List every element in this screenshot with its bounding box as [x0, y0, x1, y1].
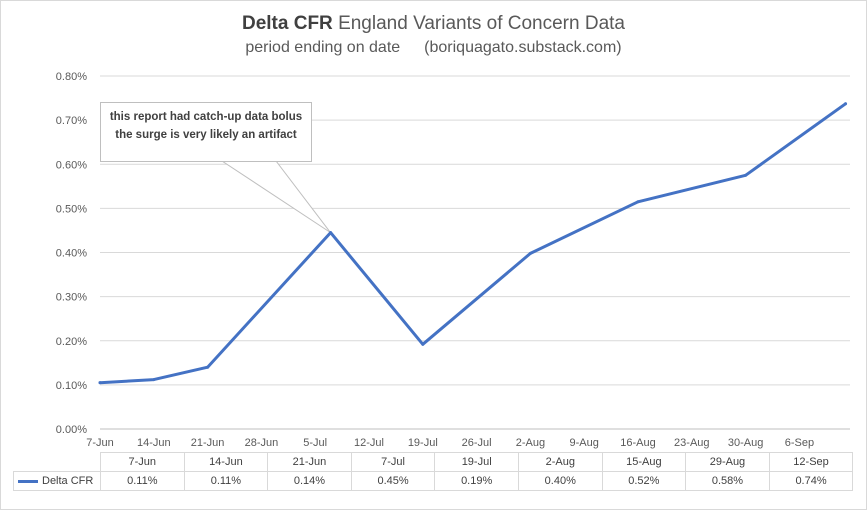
table-value-cell: 0.58% — [685, 471, 770, 491]
table-value-cell: 0.40% — [517, 471, 603, 491]
table-date-cell: 15-Aug — [601, 452, 687, 472]
table-date-cell: 14-Jun — [183, 452, 269, 472]
legend-label: Delta CFR — [42, 475, 94, 487]
table-date-cell: 7-Jul — [350, 452, 436, 472]
annotation-pointer — [220, 160, 331, 234]
y-tick-label: 0.30% — [56, 292, 87, 304]
chart-title: Delta CFR England Variants of Concern Da… — [0, 12, 867, 60]
x-tick-label: 16-Aug — [620, 437, 655, 449]
table-value-cell: 0.52% — [601, 471, 687, 491]
annotation-line-2: the surge is very likely an artifact — [115, 129, 297, 141]
x-tick-label: 21-Jun — [191, 437, 225, 449]
table-value-cell: 0.14% — [267, 471, 352, 491]
x-tick-label: 30-Aug — [728, 437, 763, 449]
y-tick-label: 0.80% — [56, 71, 87, 83]
table-date-cell: 19-Jul — [434, 452, 519, 472]
subtitle: period ending on date — [245, 39, 401, 56]
table-value-cell: 0.19% — [434, 471, 519, 491]
table-value-cell: 0.11% — [183, 471, 269, 491]
y-tick-label: 0.00% — [56, 424, 87, 436]
data-point — [844, 102, 848, 106]
x-tick-label: 26-Jul — [462, 437, 492, 449]
table-date-cell: 2-Aug — [517, 452, 603, 472]
x-tick-label: 7-Jun — [86, 437, 114, 449]
x-tick-label: 2-Aug — [516, 437, 545, 449]
table-date-cell: 29-Aug — [685, 452, 770, 472]
data-point — [528, 251, 532, 255]
x-tick-label: 14-Jun — [137, 437, 171, 449]
y-tick-label: 0.70% — [56, 115, 87, 127]
x-tick-label: 6-Sep — [785, 437, 814, 449]
data-point — [421, 342, 425, 346]
x-tick-label: 28-Jun — [245, 437, 279, 449]
x-tick-label: 12-Jul — [354, 437, 384, 449]
table-header-row: 7-Jun 14-Jun 21-Jun 7-Jul 19-Jul 2-Aug 1… — [13, 452, 854, 472]
legend-swatch — [18, 479, 38, 483]
table-value-cell: 0.74% — [768, 471, 854, 491]
x-tick-label: 19-Jul — [408, 437, 438, 449]
table-date-cell: 7-Jun — [100, 452, 185, 472]
y-tick-label: 0.50% — [56, 203, 87, 215]
data-point — [152, 378, 156, 382]
annotation-line-1: this report had catch-up data bolus — [109, 111, 303, 123]
data-point — [744, 173, 748, 177]
x-tick-label: 23-Aug — [674, 437, 709, 449]
annotation-callout: this report had catch-up data bolus the … — [100, 102, 312, 162]
data-point — [329, 231, 333, 235]
y-tick-label: 0.10% — [56, 380, 87, 392]
subtitle-source: (boriquagato.substack.com) — [424, 39, 622, 56]
table-date-cell: 12-Sep — [768, 452, 854, 472]
title-bold: Delta CFR — [241, 13, 333, 34]
table-value-cell: 0.11% — [100, 471, 185, 491]
data-point — [98, 381, 102, 385]
y-tick-label: 0.60% — [56, 159, 87, 171]
table-date-cell: 21-Jun — [267, 452, 352, 472]
table-value-cell: 0.45% — [350, 471, 436, 491]
data-point — [206, 365, 210, 369]
title-rest: England Variants of Concern Data — [338, 13, 625, 34]
data-table: 7-Jun 14-Jun 21-Jun 7-Jul 19-Jul 2-Aug 1… — [13, 452, 854, 491]
x-tick-label: 5-Jul — [303, 437, 327, 449]
table-corner — [13, 452, 101, 472]
y-tick-label: 0.40% — [56, 248, 87, 260]
table-value-row: Delta CFR 0.11% 0.11% 0.14% 0.45% 0.19% … — [13, 471, 854, 491]
y-tick-label: 0.20% — [56, 336, 87, 348]
data-point — [636, 200, 640, 204]
x-tick-label: 9-Aug — [570, 437, 599, 449]
legend-entry: Delta CFR — [13, 471, 101, 491]
